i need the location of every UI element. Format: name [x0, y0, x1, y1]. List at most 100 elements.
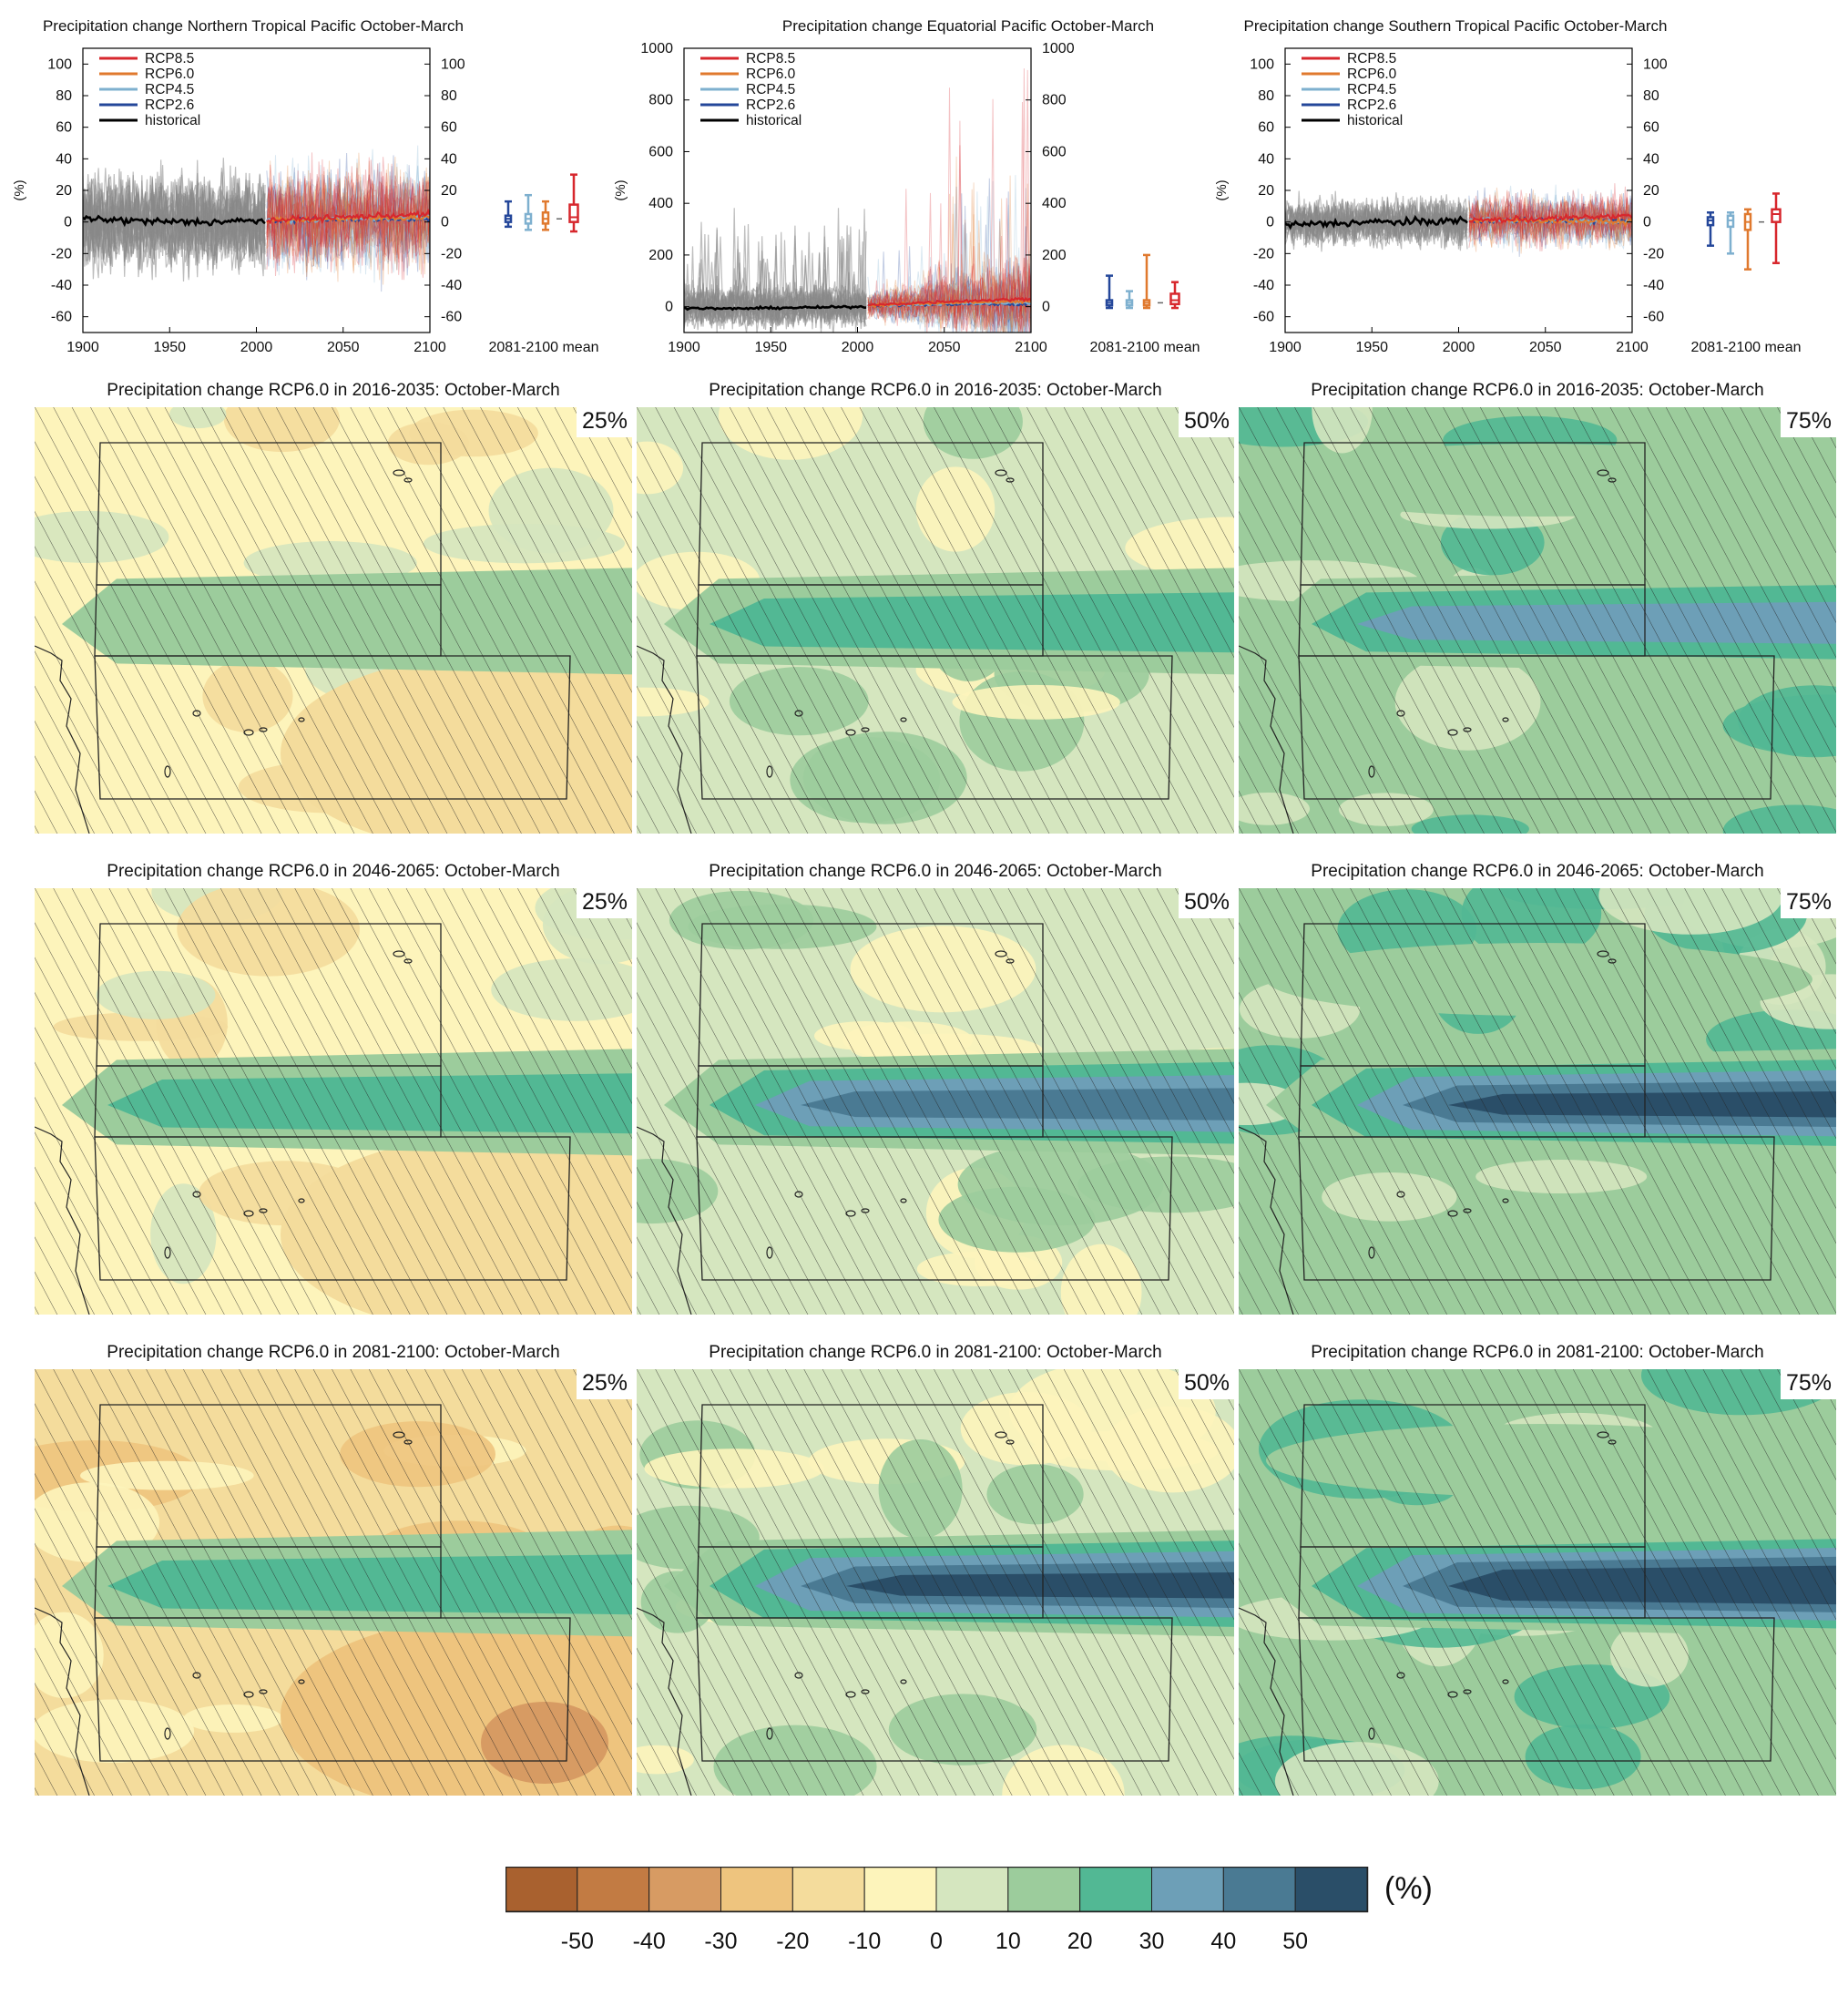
- xtick-label: 1950: [1355, 340, 1388, 355]
- ytick-label-left: 20: [1258, 183, 1274, 199]
- percentile-label: 25%: [576, 407, 632, 437]
- percentile-label: 75%: [1780, 407, 1836, 437]
- colorbar-tick-label: -30: [704, 1929, 737, 1954]
- island: [1368, 1727, 1375, 1740]
- island: [403, 477, 413, 483]
- historical-member-line: [684, 236, 867, 333]
- rcp26-member-line: [867, 251, 1031, 333]
- island: [1006, 477, 1015, 483]
- precip-map: 50%: [637, 407, 1234, 834]
- ytick-label-right: 20: [441, 183, 457, 199]
- legend-label: RCP8.5: [746, 51, 795, 67]
- colorbar-swatch: [1151, 1867, 1224, 1912]
- coastline: [637, 645, 692, 834]
- island: [1447, 1210, 1458, 1217]
- island: [1597, 950, 1609, 957]
- y-axis-label: (%): [1214, 179, 1230, 200]
- island: [845, 729, 856, 736]
- rcp85-mean-line: [867, 296, 1031, 307]
- ytick-label-right: -40: [1643, 278, 1664, 293]
- ytick-label-left: -60: [51, 310, 72, 325]
- rcp85-member-line: [1468, 191, 1632, 245]
- ytick-label-left: 0: [64, 215, 72, 230]
- legend-label: RCP2.6: [1347, 97, 1396, 113]
- percentile-label: 25%: [576, 888, 632, 918]
- map-canvas: [1239, 1369, 1836, 1796]
- legend-label: historical: [1347, 113, 1403, 128]
- y-axis-label: (%): [12, 179, 27, 200]
- mean-label: 2081-2100 mean: [489, 340, 599, 355]
- rcp45-member-line: [1468, 190, 1632, 247]
- significance-hatching: [35, 1369, 632, 1796]
- ytick-label-right: 800: [1042, 93, 1067, 108]
- rcp45-member-line: [867, 196, 1031, 333]
- map-title: Precipitation change RCP6.0 in 2046-2065…: [709, 862, 1162, 881]
- island: [1006, 1439, 1015, 1445]
- xtick-label: 1900: [668, 340, 700, 355]
- ytick-label-left: 0: [1266, 215, 1274, 230]
- precip-map: 75%: [1239, 888, 1836, 1315]
- ytick-label-right: -40: [441, 278, 462, 293]
- island: [243, 729, 254, 736]
- island: [794, 1191, 803, 1198]
- rcp26-member-line: [266, 177, 430, 272]
- rcp85-member-line: [266, 166, 430, 271]
- ytick-label-left: 400: [648, 196, 673, 211]
- island: [1463, 1208, 1472, 1213]
- boxplot-box: [1771, 208, 1782, 223]
- rcp60-member-line: [266, 165, 430, 274]
- island: [995, 950, 1007, 957]
- island: [259, 1208, 268, 1213]
- rcp60-member-line: [1468, 198, 1632, 250]
- ytick-label-right: -60: [441, 310, 462, 325]
- island: [1608, 477, 1617, 483]
- xtick-label: 2100: [1616, 340, 1649, 355]
- island: [298, 1198, 305, 1203]
- ytick-label-left: -20: [51, 246, 72, 261]
- rcp45-member-line: [266, 159, 430, 269]
- coastline: [637, 1126, 692, 1315]
- rcp60-member-line: [266, 160, 430, 277]
- island: [243, 1691, 254, 1698]
- ytick-label-left: 800: [648, 93, 673, 108]
- ytick-label-right: -20: [441, 246, 462, 261]
- plot-frame: [1284, 47, 1633, 333]
- colorbar-swatch: [1222, 1867, 1296, 1912]
- historical-member-line: [83, 179, 266, 265]
- ytick-label-right: 400: [1042, 196, 1067, 211]
- ytick-label-right: 100: [1643, 56, 1668, 72]
- island: [403, 958, 413, 964]
- region-box-south: [1298, 1617, 1775, 1762]
- precip-map: 75%: [1239, 407, 1836, 834]
- rcp26-member-line: [867, 178, 1031, 333]
- rcp85-member-line: [867, 101, 1031, 333]
- island: [861, 1208, 870, 1213]
- rcp60-member-line: [1468, 192, 1632, 251]
- island: [1447, 1691, 1458, 1698]
- colorbar-swatch: [863, 1867, 937, 1912]
- island: [403, 1439, 413, 1445]
- map-canvas: [35, 407, 632, 834]
- legend-label: historical: [746, 113, 801, 128]
- legend-label: RCP6.0: [145, 67, 195, 82]
- island: [845, 1691, 856, 1698]
- significance-hatching: [637, 407, 1234, 834]
- percentile-label: 50%: [1178, 1369, 1234, 1399]
- island: [1502, 1198, 1509, 1203]
- plot-area: [1285, 183, 1632, 257]
- xtick-label: 1950: [153, 340, 186, 355]
- xtick-label: 2000: [240, 340, 273, 355]
- legend-label: RCP4.5: [746, 82, 795, 97]
- colorbar-tick-label: 50: [1282, 1929, 1308, 1954]
- ytick-label-right: 1000: [1042, 41, 1075, 56]
- rcp60-member-line: [1468, 200, 1632, 249]
- chart-title: Precipitation change Northern Tropical P…: [43, 17, 464, 35]
- ytick-label-left: 100: [47, 56, 72, 72]
- colorbar-swatch: [720, 1867, 793, 1912]
- rcp60-member-line: [1468, 193, 1632, 254]
- ytick-label-left: 80: [56, 88, 72, 104]
- colorbar-swatch: [1079, 1867, 1153, 1912]
- significance-hatching: [35, 888, 632, 1315]
- map-canvas: [637, 888, 1234, 1315]
- map-canvas: [637, 407, 1234, 834]
